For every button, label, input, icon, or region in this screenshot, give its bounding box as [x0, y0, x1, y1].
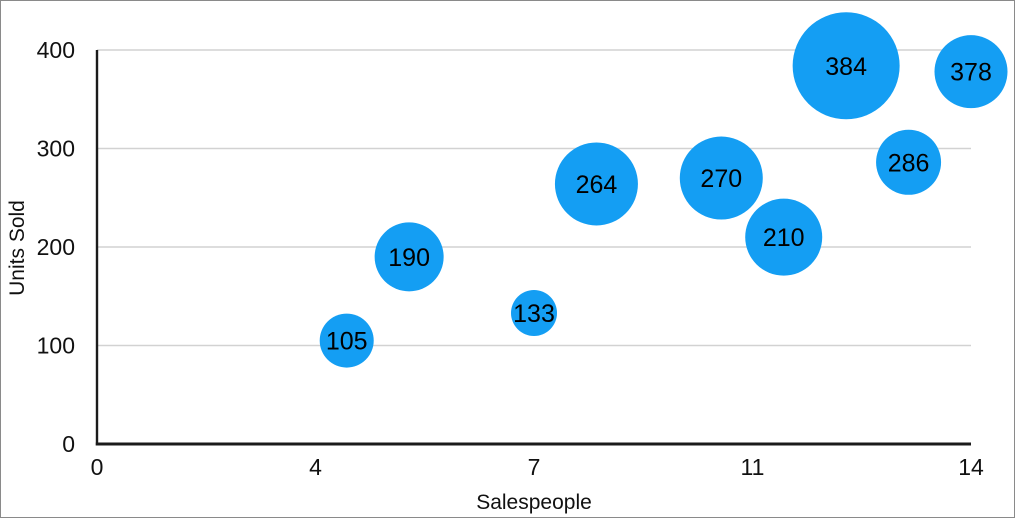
bubble-circle[interactable] — [554, 141, 638, 225]
bubble-264[interactable]: 264 — [554, 141, 638, 225]
bubble-circle[interactable] — [679, 136, 763, 220]
bubble-133[interactable]: 133 — [510, 289, 557, 336]
x-tick-label: 14 — [958, 454, 984, 480]
x-tick-label: 11 — [740, 454, 764, 480]
bubble-circle[interactable] — [934, 34, 1007, 108]
y-tick-label: 100 — [36, 332, 74, 358]
bubble-value-label: 210 — [762, 224, 804, 252]
bubble-105[interactable]: 105 — [319, 313, 374, 368]
bubble-circle[interactable] — [744, 198, 822, 276]
y-tick-label: 400 — [36, 37, 74, 63]
bubble-value-label: 270 — [700, 165, 742, 193]
bubble-value-label: 264 — [575, 170, 617, 198]
bubble-circle[interactable] — [319, 313, 374, 368]
bubble-270[interactable]: 270 — [679, 136, 763, 220]
bubble-value-label: 133 — [513, 299, 555, 327]
bubble-circle[interactable] — [875, 129, 941, 195]
bubble-value-label: 384 — [825, 52, 867, 80]
bubble-384[interactable]: 384 — [792, 11, 900, 119]
bubble-circle[interactable] — [510, 289, 557, 336]
bubble-value-label: 190 — [388, 243, 430, 271]
bubble-value-label: 378 — [950, 58, 992, 86]
y-tick-label: 200 — [36, 234, 74, 260]
bubble-378[interactable]: 378 — [934, 34, 1007, 108]
bubble-286[interactable]: 286 — [875, 129, 941, 195]
bubble-value-label: 286 — [887, 149, 929, 177]
bubble-circle[interactable] — [374, 221, 444, 291]
bubble-value-label: 105 — [325, 327, 367, 355]
bubble-190[interactable]: 190 — [374, 221, 444, 291]
bubble-210[interactable]: 210 — [744, 198, 822, 276]
x-tick-label: 4 — [309, 454, 322, 480]
x-tick-label: 0 — [90, 454, 103, 480]
y-tick-label: 300 — [36, 135, 74, 161]
y-tick-label: 0 — [62, 431, 75, 457]
bubble-circle[interactable] — [792, 11, 900, 119]
x-tick-label: 7 — [527, 454, 540, 480]
